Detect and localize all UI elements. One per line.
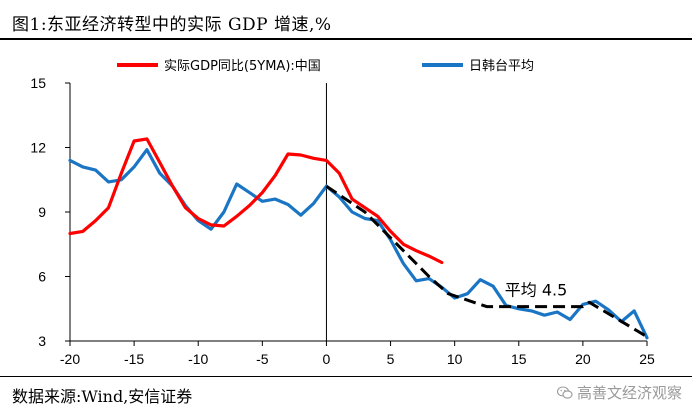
axes: 3 6 9 12 15 -20 -15 -10 -5 0 5 10 15 20 25 [30,75,655,367]
series-line-japan-korea-taiwan [68,148,649,340]
x-tick-label: 25 [639,351,655,367]
x-tick-label: 0 [323,351,331,367]
series-line-china [68,137,444,265]
series [68,137,649,340]
x-tick-label: 10 [447,351,463,367]
x-tick-label: 20 [575,351,591,367]
x-tick-label: -20 [60,351,80,367]
x-tick-label: -15 [124,351,144,367]
legend: 实际GDP同比(5YMA):中国 日韩台平均 [117,59,534,74]
x-tick-label: -10 [188,351,208,367]
legend-label-china: 实际GDP同比(5YMA):中国 [164,59,321,74]
wechat-icon [556,385,573,399]
y-tick-label: 12 [30,140,46,156]
x-tick-label: 5 [387,351,395,367]
title-divider [0,38,692,40]
annotations: 平均 4.5 [505,280,568,299]
x-tick-label: 15 [511,351,527,367]
legend-label-japan-korea-taiwan: 日韩台平均 [469,59,534,74]
y-tick-label: 15 [30,75,46,91]
trend-dashed-line [325,184,648,338]
y-tick-label: 6 [38,269,46,285]
y-tick-label: 9 [38,204,46,220]
watermark: 高善文经济观察 [556,382,682,403]
line-chart: 实际GDP同比(5YMA):中国 日韩台平均 3 6 9 12 15 -20 -15 -10 -… [30,59,655,367]
figure-title: 图1:东亚经济转型中的实际 GDP 增速,% [12,15,332,35]
x-tick-label: -5 [256,351,269,367]
y-tick-label: 3 [38,333,46,349]
watermark-text: 高善文经济观察 [576,384,682,402]
source-divider [0,376,692,377]
annotation-average: 平均 4.5 [505,280,568,299]
source-note: 数据来源:Wind,安信证券 [12,387,193,406]
